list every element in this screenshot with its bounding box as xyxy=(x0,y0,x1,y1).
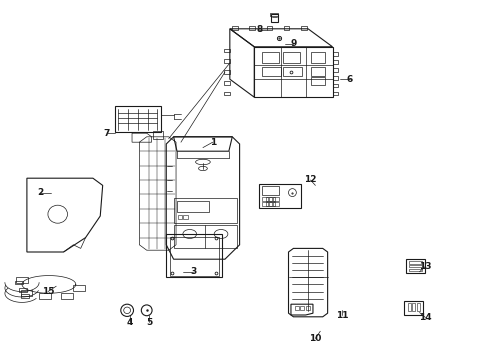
Bar xyxy=(310,52,325,63)
Bar xyxy=(408,265,421,267)
Polygon shape xyxy=(27,178,102,252)
Bar xyxy=(332,60,338,64)
Text: 5: 5 xyxy=(146,318,152,327)
Bar xyxy=(170,237,219,276)
Bar xyxy=(224,49,229,52)
Bar xyxy=(224,81,229,85)
Bar xyxy=(224,92,229,95)
Bar xyxy=(261,52,278,63)
Bar xyxy=(405,259,425,273)
Bar xyxy=(270,13,278,16)
Bar xyxy=(259,184,300,208)
Text: 13: 13 xyxy=(418,262,431,271)
Bar xyxy=(411,303,414,311)
Bar xyxy=(232,26,238,30)
Bar xyxy=(173,225,237,248)
Bar xyxy=(73,285,85,291)
Bar xyxy=(332,68,338,72)
Text: 15: 15 xyxy=(41,287,54,296)
Bar xyxy=(224,59,229,63)
Bar xyxy=(270,14,277,22)
Bar xyxy=(262,202,267,206)
Text: 12: 12 xyxy=(304,175,316,184)
Bar xyxy=(269,197,275,201)
Bar xyxy=(265,197,271,201)
Text: 9: 9 xyxy=(289,40,296,49)
Text: 10: 10 xyxy=(308,334,321,343)
Bar xyxy=(249,26,255,30)
Bar xyxy=(20,290,32,296)
Bar xyxy=(265,202,271,206)
Bar xyxy=(294,306,298,310)
Bar xyxy=(408,261,421,264)
Bar xyxy=(332,76,338,80)
Bar xyxy=(332,52,338,56)
Text: 8: 8 xyxy=(256,25,262,34)
Bar xyxy=(177,201,208,212)
Bar xyxy=(166,234,222,277)
Bar xyxy=(416,303,419,311)
Bar xyxy=(310,77,325,85)
Text: 4: 4 xyxy=(126,318,133,327)
Bar xyxy=(300,26,306,30)
Polygon shape xyxy=(166,137,239,259)
Bar xyxy=(332,92,338,95)
Bar xyxy=(183,215,188,219)
Bar xyxy=(310,67,325,76)
Text: 1: 1 xyxy=(209,138,215,147)
Bar xyxy=(272,197,278,201)
Bar xyxy=(403,301,423,315)
Bar xyxy=(224,70,229,74)
Bar xyxy=(305,306,309,310)
Bar xyxy=(173,198,237,223)
Bar xyxy=(261,67,281,76)
Text: 3: 3 xyxy=(190,267,196,276)
Polygon shape xyxy=(288,248,327,317)
Bar xyxy=(152,131,163,139)
Bar xyxy=(282,67,302,76)
Bar xyxy=(408,269,421,271)
Bar xyxy=(300,306,304,310)
Bar xyxy=(261,186,278,195)
Bar xyxy=(17,278,28,283)
Bar xyxy=(39,293,51,299)
Bar xyxy=(283,26,289,30)
Bar xyxy=(272,202,278,206)
Bar xyxy=(15,281,23,284)
Bar xyxy=(332,84,338,87)
Text: 2: 2 xyxy=(37,188,43,197)
Bar xyxy=(282,52,299,63)
Text: 11: 11 xyxy=(335,310,348,320)
Bar xyxy=(407,303,410,311)
Bar xyxy=(177,215,182,219)
Bar xyxy=(266,26,272,30)
Text: 7: 7 xyxy=(103,129,110,138)
Bar xyxy=(269,202,275,206)
Text: 6: 6 xyxy=(346,75,352,84)
Bar xyxy=(115,106,161,132)
Bar xyxy=(20,294,29,298)
Bar xyxy=(61,293,73,298)
Text: 14: 14 xyxy=(418,313,431,322)
Bar xyxy=(19,288,27,292)
Bar xyxy=(262,197,267,201)
